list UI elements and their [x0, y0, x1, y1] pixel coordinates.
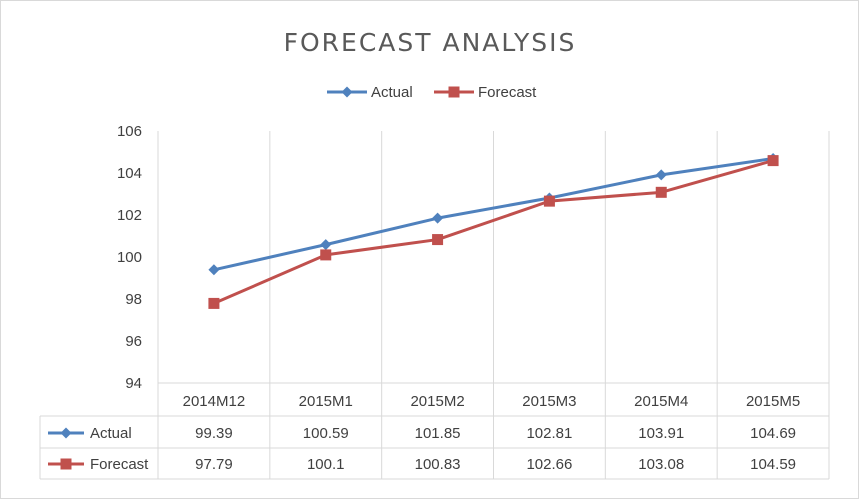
- legend-item-forecast: Forecast: [434, 84, 537, 101]
- y-tick-label: 102: [117, 207, 142, 224]
- legend-label: Forecast: [478, 84, 537, 101]
- data-point: [208, 264, 219, 275]
- table-cell: 104.69: [750, 425, 796, 442]
- x-tick-label: 2015M2: [410, 393, 464, 410]
- legend-marker: [449, 87, 460, 98]
- data-point: [656, 187, 667, 198]
- y-tick-label: 106: [117, 123, 142, 140]
- legend-label: Actual: [371, 84, 413, 101]
- y-tick-label: 94: [125, 375, 142, 392]
- y-tick-label: 98: [125, 291, 142, 308]
- table-row-forecast: Forecast 97.79 100.1 100.83 102.66 103.08 104.…: [48, 456, 796, 473]
- data-table: 2014M12 2015M1 2015M2 2015M3 2015M4 2015M5 Act…: [48, 393, 800, 473]
- data-point: [656, 169, 667, 180]
- table-cell: 102.81: [526, 425, 572, 442]
- table-cell: 97.79: [195, 456, 233, 473]
- data-point: [432, 213, 443, 224]
- table-cell: 100.59: [303, 425, 349, 442]
- table-row-label: Forecast: [90, 456, 149, 473]
- table-cell: 100.83: [415, 456, 461, 473]
- data-point: [320, 249, 331, 260]
- y-tick-label: 100: [117, 249, 142, 266]
- data-point: [320, 239, 331, 250]
- y-tick-label: 96: [125, 333, 142, 350]
- data-point: [768, 155, 779, 166]
- legend-item-actual: Actual: [327, 84, 413, 101]
- data-point: [544, 196, 555, 207]
- legend: Actual Forecast: [327, 84, 537, 101]
- table-cell: 103.91: [638, 425, 684, 442]
- table-cell: 102.66: [526, 456, 572, 473]
- legend-key-marker: [61, 428, 72, 439]
- chart-title: FORECAST ANALYSIS: [284, 28, 577, 57]
- data-point: [432, 234, 443, 245]
- legend-key-marker: [61, 459, 72, 470]
- y-tick-label: 104: [117, 165, 142, 182]
- y-axis: 94 96 98 100 102 104 106: [117, 123, 142, 392]
- x-tick-label: 2015M4: [634, 393, 688, 410]
- table-cell: 99.39: [195, 425, 233, 442]
- table-cell: 100.1: [307, 456, 345, 473]
- x-tick-label: 2015M3: [522, 393, 576, 410]
- x-tick-label: 2015M1: [299, 393, 353, 410]
- table-cell: 104.59: [750, 456, 796, 473]
- table-cell: 101.85: [415, 425, 461, 442]
- table-row-label: Actual: [90, 425, 132, 442]
- data-point: [208, 298, 219, 309]
- legend-marker: [342, 87, 353, 98]
- table-row-actual: Actual 99.39 100.59 101.85 102.81 103.91 104.6…: [48, 425, 796, 442]
- x-tick-label: 2015M5: [746, 393, 800, 410]
- x-tick-label: 2014M12: [183, 393, 246, 410]
- table-cell: 103.08: [638, 456, 684, 473]
